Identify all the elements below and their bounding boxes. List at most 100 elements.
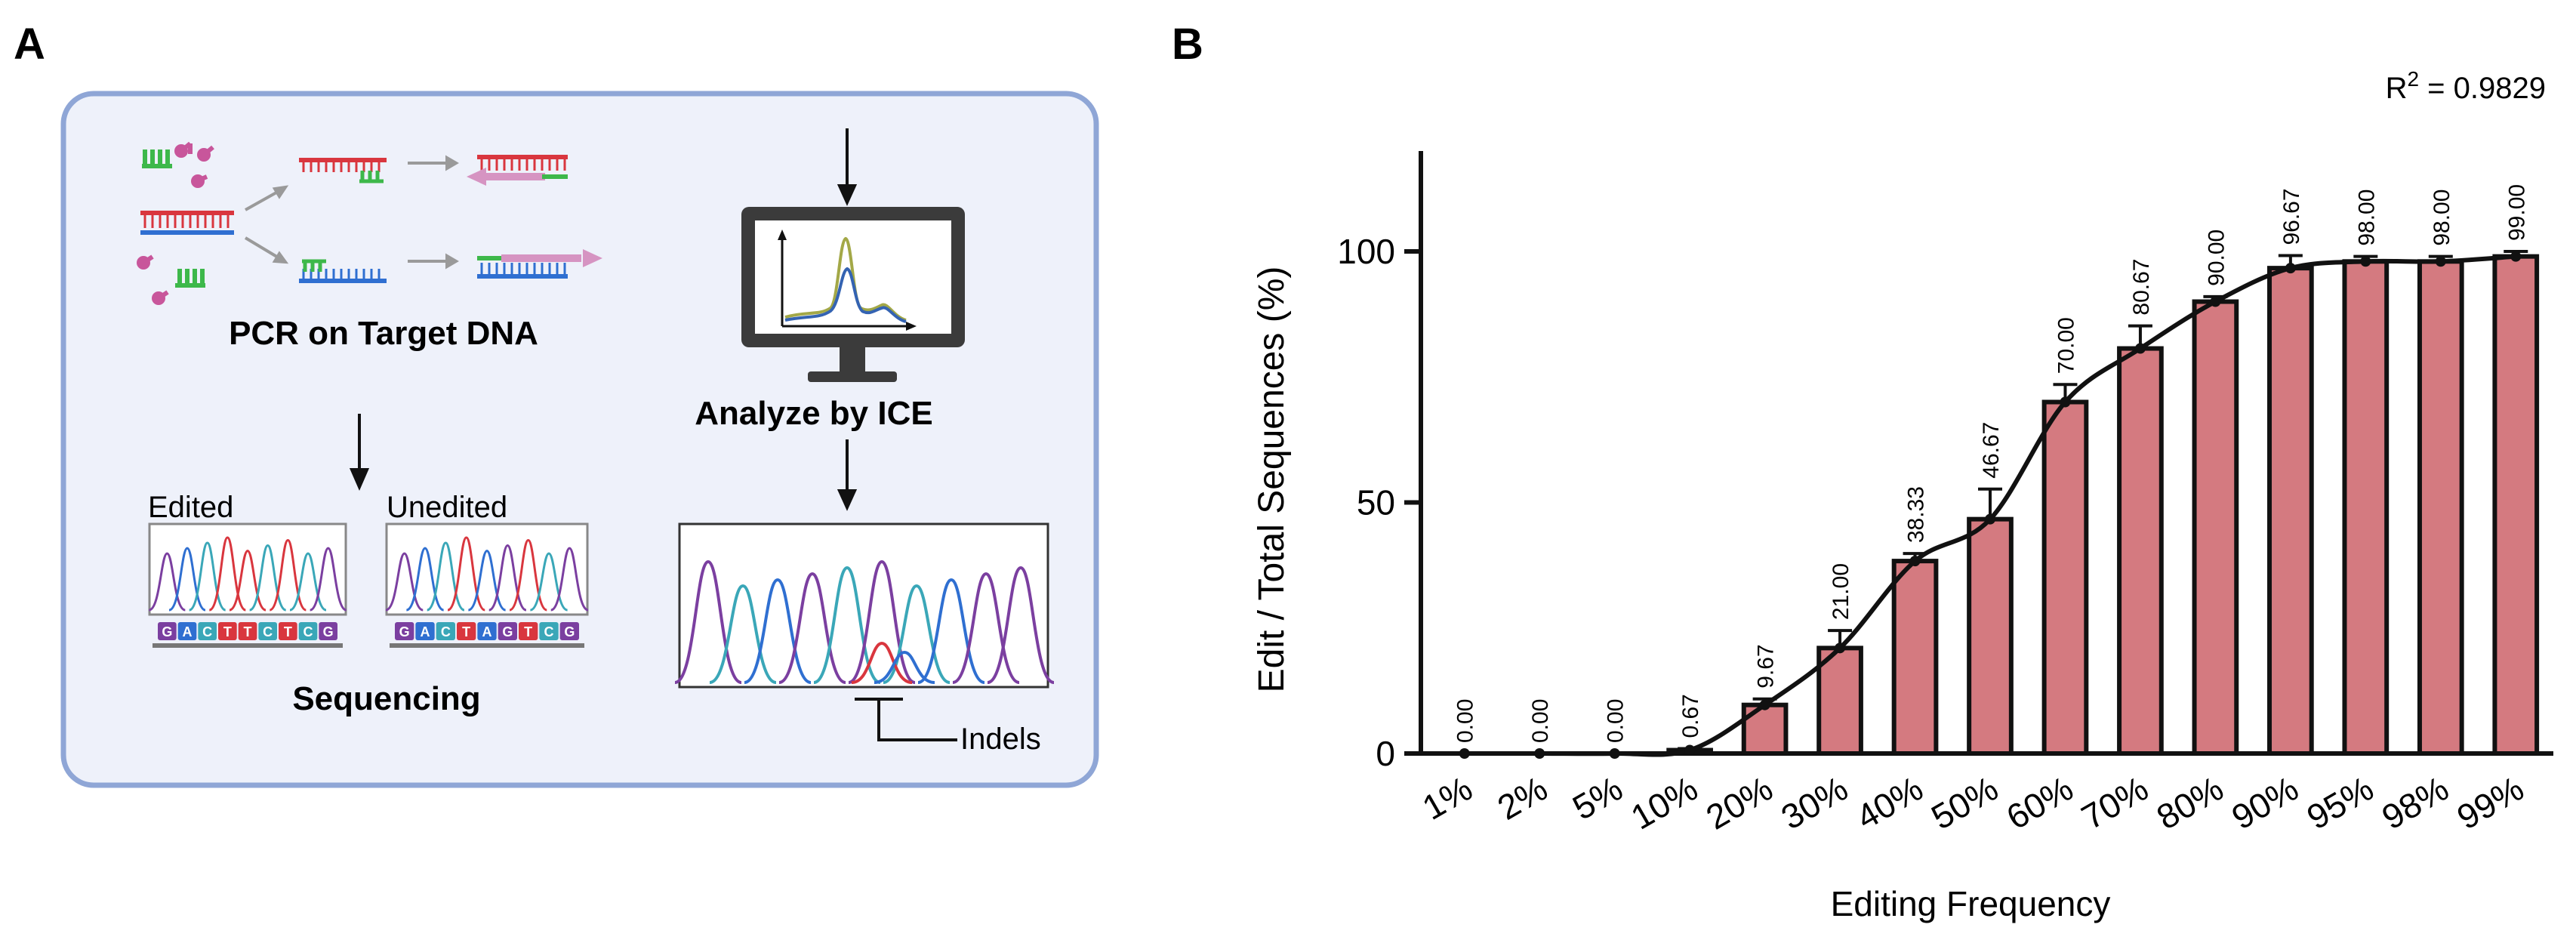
x-tick-label: 2% xyxy=(1491,769,1555,827)
sequencing-title: Sequencing xyxy=(292,680,480,717)
value-label: 0.00 xyxy=(1453,699,1478,743)
pcr-title: PCR on Target DNA xyxy=(229,315,538,352)
x-tick-label: 70% xyxy=(2075,769,2155,837)
data-point xyxy=(1684,744,1696,756)
bar xyxy=(2041,399,2089,756)
base-letter: A xyxy=(421,624,430,639)
base-letter: G xyxy=(399,624,410,639)
base-letter: T xyxy=(284,624,292,639)
bar xyxy=(2267,266,2314,757)
bar xyxy=(2117,346,2164,756)
x-tick-label: 90% xyxy=(2225,769,2305,837)
value-labels: 0.00 0.00 0.00 0.67 9.67 21.00 38.33 46.67 70.00… xyxy=(1453,184,2530,743)
monitor-icon xyxy=(741,207,965,382)
base-letter: C xyxy=(441,624,451,639)
value-label: 38.33 xyxy=(1904,486,1929,543)
unedited-chromatogram xyxy=(385,536,589,612)
x-tick-label: 50% xyxy=(1924,769,2004,837)
x-tick-label: 30% xyxy=(1774,769,1854,837)
analyze-title: Analyze by ICE xyxy=(695,395,932,432)
x-tick-label: 98% xyxy=(2375,769,2455,837)
value-label: 98.00 xyxy=(2354,190,2379,246)
bars xyxy=(1666,254,2540,757)
value-label: 90.00 xyxy=(2204,230,2229,286)
data-point xyxy=(2435,256,2446,267)
bar xyxy=(2417,259,2464,756)
ice-trace-box xyxy=(678,522,1049,689)
y-tick-label: 100 xyxy=(1337,232,1395,271)
panel-a-label: A xyxy=(14,20,45,69)
base-letter: A xyxy=(183,624,193,639)
value-label: 9.67 xyxy=(1754,644,1779,688)
base-letter: C xyxy=(202,624,212,639)
data-point xyxy=(1835,643,1846,654)
data-point xyxy=(1534,748,1545,759)
bar xyxy=(1967,516,2014,756)
indels-label: Indels xyxy=(960,723,1041,756)
value-label: 21.00 xyxy=(1829,563,1853,620)
y-tick-label: 50 xyxy=(1357,483,1395,522)
base-letter: G xyxy=(323,624,334,639)
x-tick-label: 10% xyxy=(1624,769,1704,837)
base-letter: G xyxy=(162,624,172,639)
base-letter: C xyxy=(304,624,313,639)
value-label: 98.00 xyxy=(2430,190,2454,246)
base-letter: C xyxy=(263,624,273,639)
data-point xyxy=(2134,343,2146,354)
data-point xyxy=(1985,513,1995,525)
bar xyxy=(2492,254,2540,756)
data-point xyxy=(2360,256,2371,267)
value-label: 96.67 xyxy=(2279,188,2304,245)
data-point xyxy=(2060,396,2071,408)
value-label: 0.67 xyxy=(1678,694,1703,738)
base-letter: T xyxy=(524,624,532,639)
base-letter: G xyxy=(502,624,513,639)
value-label: 70.00 xyxy=(2054,317,2078,374)
unedited-label: Unedited xyxy=(387,491,507,524)
value-label: 80.67 xyxy=(2129,259,2154,316)
pcr-schematic-icon xyxy=(137,141,602,305)
bar xyxy=(2342,259,2390,756)
x-tick-label: 80% xyxy=(2150,769,2230,837)
data-point xyxy=(2210,296,2221,307)
bar-chart: 0 50 100 0.00 0.00 0.00 0.67 9.67 21.00 38.33 46.… xyxy=(1337,151,2553,837)
y-tick-label: 0 xyxy=(1376,734,1395,773)
data-point xyxy=(2510,251,2522,262)
bar xyxy=(1741,702,1789,757)
data-point xyxy=(1759,699,1770,710)
value-label: 46.67 xyxy=(1979,422,2004,479)
base-letter: T xyxy=(462,624,470,639)
data-point xyxy=(1909,556,1921,567)
x-axis-label: Editing Frequency xyxy=(1831,884,2111,923)
x-tick-label: 40% xyxy=(1850,769,1930,837)
x-tick-label: 95% xyxy=(2300,769,2380,837)
value-label: 0.00 xyxy=(1528,699,1553,743)
base-letter: G xyxy=(564,624,575,639)
data-point xyxy=(1609,748,1620,759)
data-point xyxy=(2285,263,2296,274)
x-tick-label: 99% xyxy=(2451,769,2531,837)
panel-b-label: B xyxy=(1172,20,1203,69)
edited-chromatogram xyxy=(148,536,347,612)
fit-points xyxy=(1459,251,2522,759)
x-tick-label: 5% xyxy=(1566,769,1629,827)
flow-arrows xyxy=(349,128,858,511)
x-tick-label: 1% xyxy=(1416,769,1479,827)
x-tick-label: 60% xyxy=(2000,769,2080,837)
ice-chromatogram xyxy=(674,559,1055,684)
x-tick-label: 20% xyxy=(1699,769,1779,837)
base-letter: A xyxy=(482,624,492,639)
value-label: 0.00 xyxy=(1604,699,1628,743)
value-label: 99.00 xyxy=(2504,184,2529,241)
base-letter: T xyxy=(223,624,232,639)
r-squared-annotation: R2 = 0.9829 xyxy=(2386,67,2546,105)
bar xyxy=(2192,299,2239,756)
edited-label: Edited xyxy=(148,491,233,524)
indel-bracket xyxy=(855,698,957,741)
data-point xyxy=(1459,748,1470,759)
base-letter: C xyxy=(544,624,554,639)
base-letter: T xyxy=(244,624,252,639)
